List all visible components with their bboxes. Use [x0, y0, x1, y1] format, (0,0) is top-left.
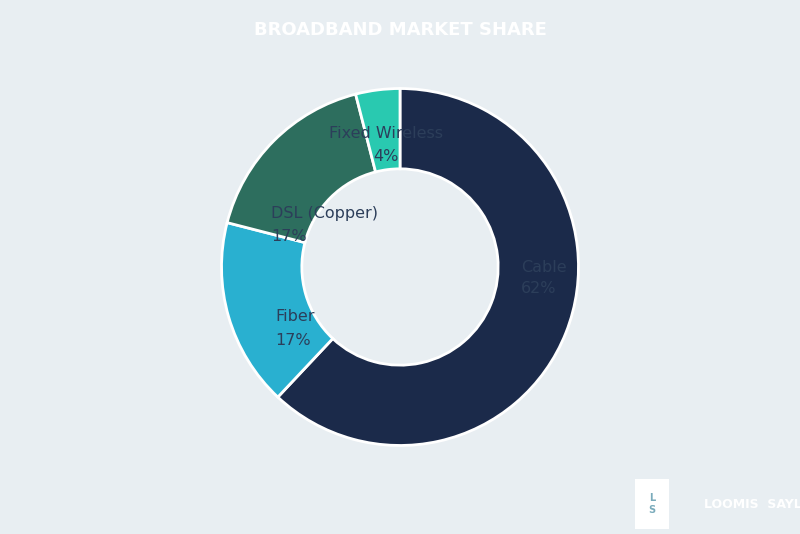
Text: 4%: 4% [373, 149, 398, 164]
Text: DSL (Copper): DSL (Copper) [271, 206, 378, 221]
Wedge shape [227, 94, 375, 242]
Text: Fiber: Fiber [275, 310, 314, 325]
Text: 62%: 62% [522, 281, 557, 296]
Wedge shape [278, 89, 578, 445]
Text: 17%: 17% [275, 333, 310, 348]
Text: Cable: Cable [522, 260, 567, 274]
Wedge shape [222, 223, 333, 397]
Text: BROADBAND MARKET SHARE: BROADBAND MARKET SHARE [254, 21, 546, 39]
Text: 17%: 17% [271, 229, 307, 244]
Text: Fixed Wireless: Fixed Wireless [329, 125, 442, 140]
FancyBboxPatch shape [636, 480, 668, 528]
Text: L
S: L S [649, 493, 655, 515]
Text: LOOMIS  SAYLES: LOOMIS SAYLES [704, 498, 800, 511]
Wedge shape [356, 89, 400, 172]
